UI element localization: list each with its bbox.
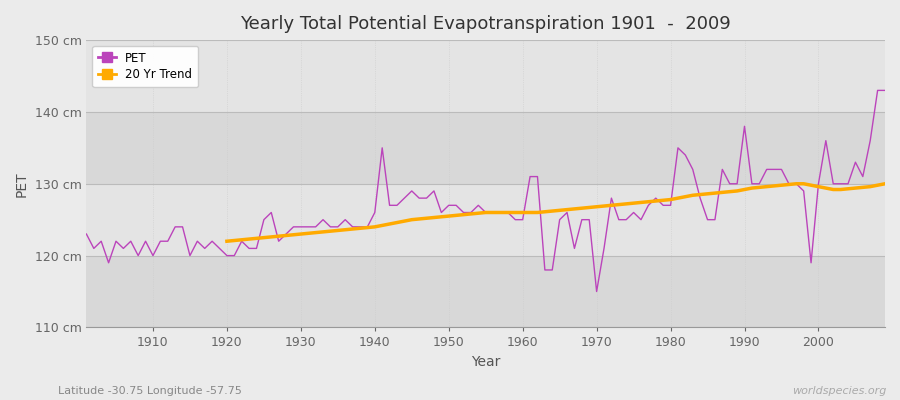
- Bar: [86, 112, 885, 184]
- Text: Latitude -30.75 Longitude -57.75: Latitude -30.75 Longitude -57.75: [58, 386, 242, 396]
- X-axis label: Year: Year: [471, 355, 500, 369]
- Bar: [86, 256, 885, 328]
- Title: Yearly Total Potential Evapotranspiration 1901  -  2009: Yearly Total Potential Evapotranspiratio…: [240, 15, 731, 33]
- Text: worldspecies.org: worldspecies.org: [792, 386, 886, 396]
- Legend: PET, 20 Yr Trend: PET, 20 Yr Trend: [93, 46, 198, 87]
- Y-axis label: PET: PET: [15, 171, 29, 196]
